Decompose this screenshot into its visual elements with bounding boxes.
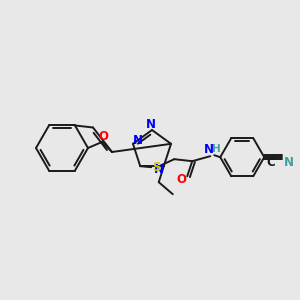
Text: N: N xyxy=(154,163,164,176)
Text: N: N xyxy=(284,156,294,169)
Text: H: H xyxy=(212,144,220,154)
Text: N: N xyxy=(204,143,214,156)
Text: O: O xyxy=(176,173,186,186)
Text: O: O xyxy=(98,130,108,142)
Text: C: C xyxy=(267,156,276,169)
Text: S: S xyxy=(152,161,160,174)
Text: N: N xyxy=(133,134,143,147)
Text: N: N xyxy=(146,118,156,131)
